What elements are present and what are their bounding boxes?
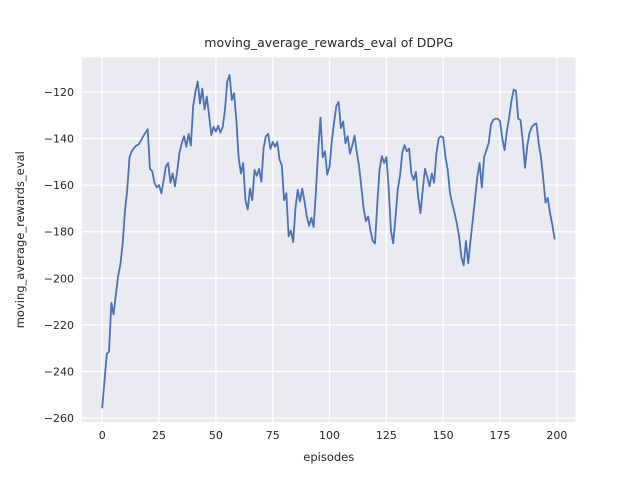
x-tick-label: 175 [490, 429, 511, 442]
y-tick-labels: −120 −140 −160 −180 −200 −220 −240 −260 [44, 86, 74, 425]
x-gridlines [101, 57, 558, 422]
x-tick-label: 25 [152, 429, 166, 442]
x-tick-label: 100 [319, 429, 340, 442]
x-tick-label: 150 [433, 429, 454, 442]
x-tick-label: 75 [266, 429, 280, 442]
y-axis-label: moving_average_rewards_eval [13, 151, 27, 328]
plot-area [82, 57, 576, 422]
y-tick-label: −180 [44, 226, 74, 239]
y-gridlines [82, 91, 576, 419]
x-tick-label: 125 [376, 429, 397, 442]
y-tick-label: −200 [44, 272, 74, 285]
x-tick-label: 200 [546, 429, 567, 442]
chart-title: moving_average_rewards_eval of DDPG [204, 35, 453, 50]
y-tick-label: −260 [44, 412, 74, 425]
x-tick-label: 0 [99, 429, 106, 442]
y-tick-label: −240 [44, 365, 74, 378]
y-tick-label: −120 [44, 86, 74, 99]
y-tick-label: −220 [44, 319, 74, 332]
y-tick-label: −160 [44, 179, 74, 192]
x-tick-label: 50 [209, 429, 223, 442]
series-line [101, 74, 556, 409]
x-tick-labels: 0 25 50 75 100 125 150 175 200 [99, 429, 568, 442]
x-axis-label: episodes [303, 450, 354, 464]
y-tick-label: −140 [44, 133, 74, 146]
